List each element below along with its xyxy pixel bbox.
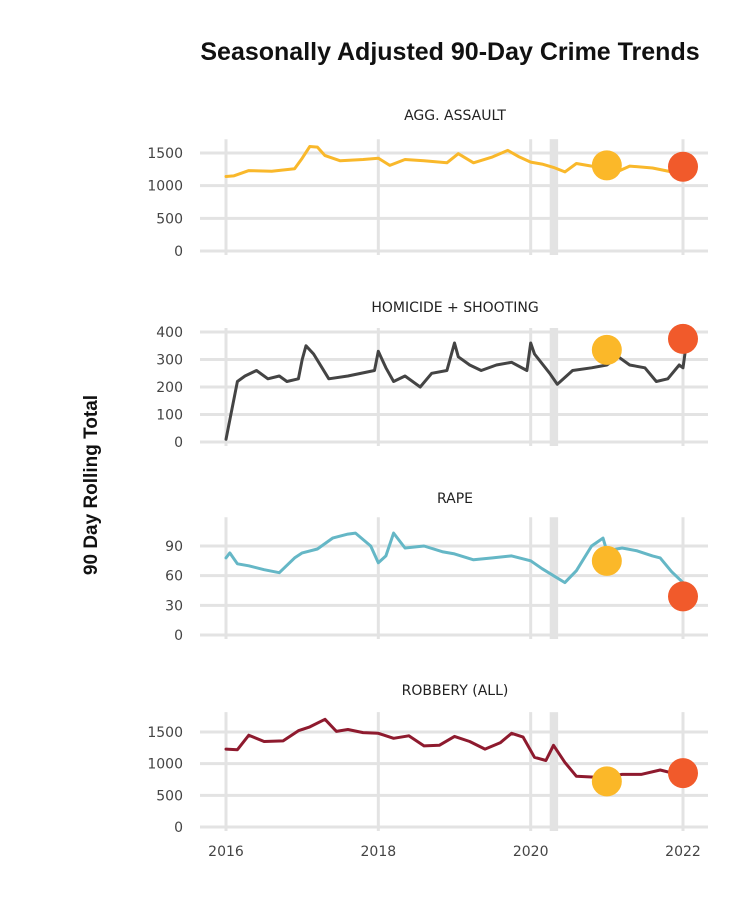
y-tick-label: 500 bbox=[156, 211, 183, 227]
y-tick-label: 1500 bbox=[147, 146, 183, 162]
chart-title: Seasonally Adjusted 90-Day Crime Trends bbox=[200, 38, 699, 66]
marker-earlier bbox=[591, 334, 622, 365]
shaded-period bbox=[549, 517, 559, 639]
y-tick-label: 100 bbox=[156, 408, 183, 424]
y-tick-label: 0 bbox=[174, 820, 183, 836]
panel-2: 0 30 60 90 RAPE bbox=[165, 491, 708, 644]
panel-1: 0 100 200 300 400 HOMICIDE + SHOOTING bbox=[156, 300, 708, 451]
marker-latest bbox=[668, 151, 698, 182]
series-line bbox=[224, 531, 689, 594]
y-axis-label: 90 Day Rolling Total bbox=[81, 395, 102, 575]
y-tick-label: 200 bbox=[156, 380, 183, 396]
y-tick-label: 90 bbox=[165, 539, 183, 555]
marker-earlier bbox=[591, 150, 622, 181]
y-tick-label: 1500 bbox=[147, 725, 183, 741]
panel-title: ROBBERY (ALL) bbox=[402, 683, 509, 699]
panel-3: 0 500 1000 1500 ROBBERY (ALL) bbox=[147, 683, 708, 836]
x-tick-label: 2020 bbox=[513, 844, 549, 860]
panel-0: 0 500 1000 1500 AGG. ASSAULT bbox=[147, 108, 708, 260]
panel-title: RAPE bbox=[437, 491, 473, 507]
series-line bbox=[224, 717, 689, 780]
x-tick-label: 2018 bbox=[361, 844, 397, 860]
shaded-period bbox=[549, 712, 559, 831]
y-tick-label: 30 bbox=[165, 598, 183, 614]
marker-latest bbox=[668, 758, 698, 789]
y-tick-label: 500 bbox=[156, 788, 183, 804]
marker-earlier bbox=[591, 545, 622, 576]
y-tick-label: 0 bbox=[174, 435, 183, 451]
panel-title: AGG. ASSAULT bbox=[404, 108, 506, 124]
y-tick-label: 1000 bbox=[147, 757, 183, 773]
x-tick-label: 2022 bbox=[665, 844, 701, 860]
panel-title: HOMICIDE + SHOOTING bbox=[371, 300, 538, 316]
marker-earlier bbox=[591, 766, 622, 797]
x-tick-label: 2016 bbox=[208, 844, 244, 860]
y-tick-label: 300 bbox=[156, 353, 183, 369]
y-tick-label: 60 bbox=[165, 569, 183, 585]
y-tick-label: 1000 bbox=[147, 179, 183, 195]
y-tick-label: 400 bbox=[156, 325, 183, 341]
y-tick-label: 0 bbox=[174, 628, 183, 644]
marker-latest bbox=[668, 581, 698, 612]
shaded-period bbox=[549, 139, 559, 255]
marker-latest bbox=[668, 323, 698, 354]
y-tick-label: 0 bbox=[174, 244, 183, 260]
